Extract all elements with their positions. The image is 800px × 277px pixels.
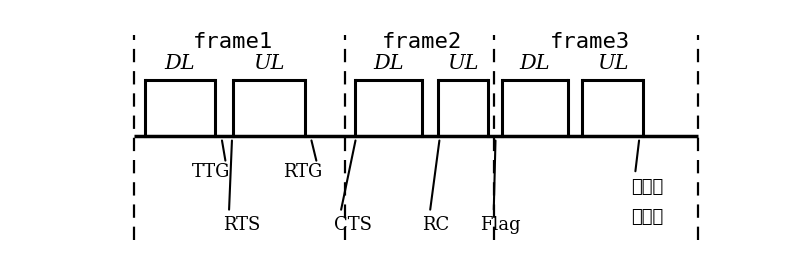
Text: UL: UL <box>597 54 628 73</box>
Text: frame2: frame2 <box>382 32 462 52</box>
Text: DL: DL <box>374 54 404 73</box>
Text: RTS: RTS <box>222 216 260 234</box>
Text: RC: RC <box>422 216 450 234</box>
Text: RTG: RTG <box>283 163 322 181</box>
Text: Flag: Flag <box>479 216 520 234</box>
Text: 据传输: 据传输 <box>631 208 663 226</box>
Text: frame3: frame3 <box>550 32 630 52</box>
Text: DL: DL <box>164 54 195 73</box>
Text: CTS: CTS <box>334 216 372 234</box>
Text: DL: DL <box>520 54 550 73</box>
Text: UL: UL <box>447 54 478 73</box>
Text: frame1: frame1 <box>193 32 274 52</box>
Text: TTG: TTG <box>192 163 230 181</box>
Text: 开始数: 开始数 <box>631 178 663 196</box>
Text: UL: UL <box>254 54 285 73</box>
